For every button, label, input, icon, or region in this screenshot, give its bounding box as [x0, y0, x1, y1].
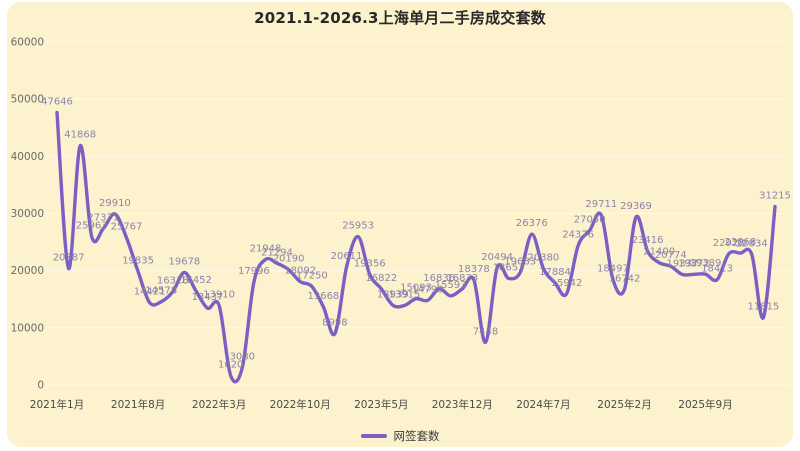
- point-label: 13668: [307, 291, 339, 302]
- x-axis-label: 2022年10月: [270, 398, 331, 411]
- point-label: 19337: [666, 259, 698, 270]
- point-label: 31215: [759, 191, 791, 202]
- point-label: 19372: [678, 258, 710, 269]
- point-label: 24376: [562, 230, 594, 241]
- x-axis-label: 2025年2月: [597, 398, 651, 411]
- point-label: 27050: [574, 214, 606, 225]
- point-label: 18413: [701, 264, 733, 275]
- line-chart-canvas[interactable]: 0 10000 20000 30000 40000 50000 60000 2021年1月 20…: [0, 0, 800, 420]
- point-label: 19835: [122, 256, 154, 267]
- x-axis-label: 2023年12月: [432, 398, 493, 411]
- point-label: 15593: [435, 280, 467, 291]
- point-label: 8998: [322, 318, 347, 329]
- x-axis-label: 2022年3月: [192, 398, 246, 411]
- point-label: 21294: [261, 247, 293, 258]
- chart-card: [7, 2, 793, 447]
- legend-line-icon: [360, 434, 387, 438]
- point-label: 26376: [516, 218, 548, 229]
- point-label: 19356: [354, 258, 386, 269]
- point-label: 14578: [145, 286, 177, 297]
- y-axis-label: 20000: [11, 265, 44, 277]
- point-label: 13939: [377, 289, 409, 300]
- point-label: 25953: [342, 221, 374, 232]
- point-label: 20494: [481, 252, 513, 263]
- legend-item-wangqian[interactable]: 网签套数: [360, 428, 440, 444]
- x-axis-label: 2021年8月: [111, 398, 165, 411]
- point-label: 16833: [446, 273, 478, 284]
- point-label: 13910: [203, 290, 235, 301]
- y-axis-label: 50000: [11, 94, 44, 106]
- point-label: 7448: [473, 326, 498, 337]
- point-label: 19389: [690, 258, 722, 269]
- point-label: 15093: [400, 283, 432, 294]
- point-label: 15942: [551, 278, 583, 289]
- point-label: 20190: [273, 254, 305, 265]
- point-label: 13437: [192, 292, 224, 303]
- point-label: 29910: [99, 198, 131, 209]
- point-label: 13915: [388, 290, 420, 301]
- point-label: 25963: [76, 221, 108, 232]
- x-axis-label: 2025年9月: [678, 398, 732, 411]
- point-label: 11815: [747, 302, 779, 313]
- point-label: 14793: [412, 284, 444, 295]
- point-label: 17884: [539, 267, 571, 278]
- x-axis-label: 2023年5月: [354, 398, 408, 411]
- y-axis-label: 30000: [11, 208, 44, 220]
- point-label: 1620: [218, 360, 243, 371]
- point-label: 47646: [41, 97, 73, 108]
- point-label: 29711: [585, 199, 617, 210]
- y-axis-label: 0: [37, 380, 44, 392]
- x-axis-label: 2024年7月: [516, 398, 570, 411]
- point-label: 41868: [64, 130, 96, 141]
- point-label: 22834: [736, 239, 768, 250]
- point-label: 19683: [504, 257, 536, 268]
- point-label: 18497: [597, 263, 629, 274]
- point-label: 27371: [87, 213, 119, 224]
- point-label: 20611: [331, 251, 363, 262]
- point-label: 18092: [284, 266, 316, 277]
- point-label: 23068: [724, 237, 756, 248]
- point-label: 22928: [713, 238, 745, 249]
- point-label: 18378: [458, 264, 490, 275]
- point-label: 16822: [365, 273, 397, 284]
- point-label: 17250: [296, 270, 328, 281]
- legend-label: 网签套数: [393, 429, 440, 443]
- point-label: 16452: [180, 275, 212, 286]
- point-label: 14421: [134, 287, 166, 298]
- point-label: 16318: [157, 276, 189, 287]
- series-line[interactable]: [55, 110, 777, 384]
- point-label: 21948: [250, 244, 282, 255]
- y-axis-label: 10000: [11, 322, 44, 334]
- point-label: 18653: [493, 262, 525, 273]
- point-label: 29369: [620, 201, 652, 212]
- y-axis-label: 60000: [11, 37, 44, 49]
- point-label: 20774: [655, 250, 687, 261]
- point-label: 3080: [230, 351, 255, 362]
- point-label: 23416: [632, 235, 664, 246]
- point-label: 16742: [609, 273, 641, 284]
- legend: 网签套数: [0, 428, 800, 444]
- y-axis-label: 40000: [11, 151, 44, 163]
- point-label: 16836: [423, 273, 455, 284]
- x-axis-label: 2021年1月: [30, 398, 84, 411]
- point-label: 21400: [643, 247, 675, 258]
- point-label: 17996: [238, 266, 270, 277]
- point-label: 25767: [111, 222, 143, 233]
- point-label: 20380: [527, 253, 559, 264]
- point-label: 20387: [53, 253, 85, 264]
- chart-title: 2021.1-2026.3上海单月二手房成交套数: [254, 9, 546, 27]
- point-label: 19678: [168, 257, 200, 268]
